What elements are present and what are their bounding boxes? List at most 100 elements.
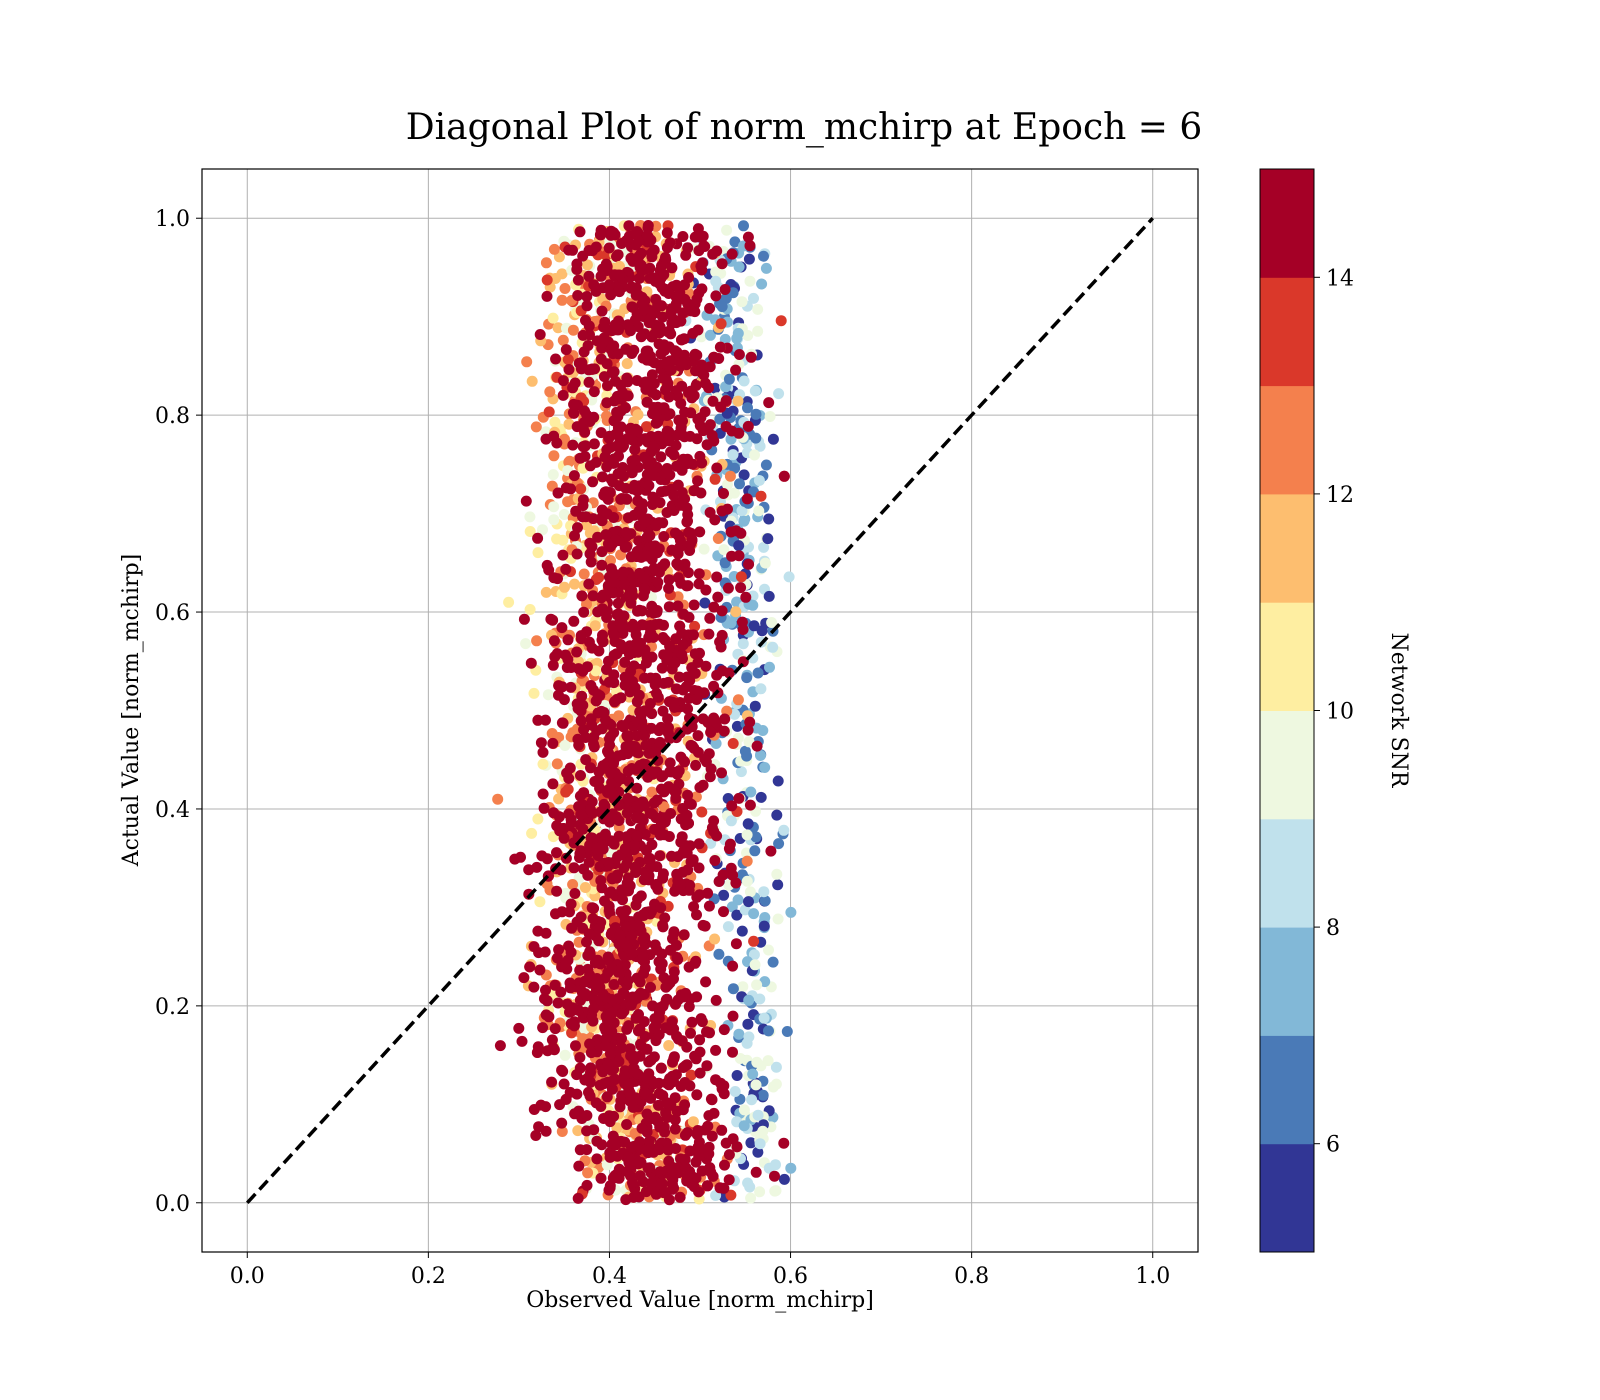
scatter-point: [638, 304, 650, 316]
scatter-point: [547, 659, 559, 671]
scatter-point: [619, 843, 631, 855]
scatter-point: [770, 1185, 782, 1197]
scatter-point: [595, 270, 607, 282]
colorbar-segment: [1260, 927, 1314, 1036]
scatter-point: [637, 934, 649, 946]
scatter-point: [582, 1167, 594, 1179]
scatter-point: [721, 224, 733, 236]
scatter-point: [727, 449, 739, 461]
scatter-point: [683, 817, 694, 829]
scatter-point: [623, 220, 635, 232]
scatter-point: [532, 1041, 544, 1053]
scatter-point: [552, 997, 564, 1009]
scatter-point: [556, 1064, 568, 1076]
scatter-point: [581, 1125, 593, 1137]
scatter-point: [641, 354, 653, 366]
scatter-point: [771, 809, 783, 821]
scatter-point: [710, 994, 722, 1006]
scatter-point: [709, 855, 721, 866]
scatter-point: [746, 1094, 758, 1106]
x-tick-label: 0.8: [954, 1264, 989, 1289]
scatter-point: [618, 578, 630, 590]
scatter-point: [744, 240, 756, 252]
scatter-point: [606, 1149, 618, 1161]
scatter-point: [636, 619, 648, 631]
colorbar-label: Network SNR: [1386, 633, 1411, 789]
scatter-point: [638, 1016, 650, 1028]
scatter-point: [685, 385, 697, 397]
scatter-point: [664, 469, 676, 481]
scatter-point: [681, 1175, 693, 1187]
scatter-point: [548, 572, 560, 584]
scatter-point: [603, 783, 615, 795]
scatter-point: [652, 1115, 664, 1126]
scatter-point: [704, 1162, 716, 1174]
scatter-point: [663, 288, 675, 299]
scatter-point: [630, 812, 642, 824]
scatter-point: [616, 622, 628, 634]
scatter-point: [540, 1101, 552, 1113]
scatter-point: [647, 631, 659, 643]
scatter-point: [758, 920, 770, 932]
scatter-point: [778, 470, 790, 482]
scatter-point: [540, 586, 552, 598]
scatter-point: [622, 792, 634, 804]
scatter-point: [685, 1069, 697, 1081]
scatter-point: [714, 413, 726, 425]
scatter-point: [689, 620, 701, 632]
scatter-point: [543, 406, 555, 418]
scatter-point: [616, 1008, 628, 1020]
scatter-point: [639, 705, 651, 717]
scatter-point: [588, 438, 600, 450]
scatter-point: [694, 526, 706, 538]
scatter-point: [515, 851, 526, 863]
scatter-point: [757, 1089, 769, 1101]
scatter-point: [614, 930, 626, 942]
scatter-point: [772, 775, 784, 787]
scatter-point: [715, 267, 727, 279]
scatter-point: [783, 571, 795, 583]
scatter-point: [565, 1018, 577, 1030]
scatter-point: [749, 845, 761, 857]
scatter-point: [516, 1035, 528, 1047]
scatter-point: [591, 843, 602, 855]
scatter-point: [726, 248, 738, 260]
scatter-point: [736, 296, 748, 308]
scatter-point: [594, 690, 606, 702]
scatter-point: [655, 451, 667, 463]
scatter-point: [524, 526, 536, 537]
scatter-point: [672, 600, 684, 612]
scatter-point: [656, 771, 668, 783]
scatter-point: [572, 274, 584, 286]
x-axis-label: Observed Value [norm_mchirp]: [526, 1288, 874, 1313]
scatter-point: [542, 689, 554, 701]
scatter-point: [732, 894, 744, 906]
scatter-point: [636, 989, 648, 1001]
scatter-point: [583, 636, 595, 648]
scatter-point: [738, 1104, 750, 1116]
scatter-point: [752, 1146, 764, 1158]
scatter-point: [648, 408, 660, 420]
scatter-point: [658, 829, 670, 841]
scatter-point: [548, 514, 560, 526]
scatter-point: [750, 1079, 762, 1091]
scatter-point: [520, 495, 532, 507]
y-tick-label: 1.0: [155, 207, 190, 232]
scatter-point: [611, 872, 623, 884]
scatter-point: [718, 1182, 730, 1194]
scatter-point: [657, 517, 669, 529]
scatter-point: [727, 983, 739, 995]
scatter-point: [748, 292, 759, 304]
scatter-point: [603, 655, 614, 667]
scatter-point: [656, 662, 668, 674]
scatter-point: [641, 531, 653, 543]
scatter-point: [520, 638, 532, 650]
scatter-point: [733, 261, 745, 273]
scatter-point: [718, 488, 729, 499]
scatter-point: [751, 740, 763, 752]
scatter-point: [714, 341, 726, 353]
scatter-point: [639, 672, 650, 684]
scatter-point: [670, 683, 682, 695]
scatter-point: [710, 1044, 722, 1056]
scatter-point: [576, 357, 588, 369]
